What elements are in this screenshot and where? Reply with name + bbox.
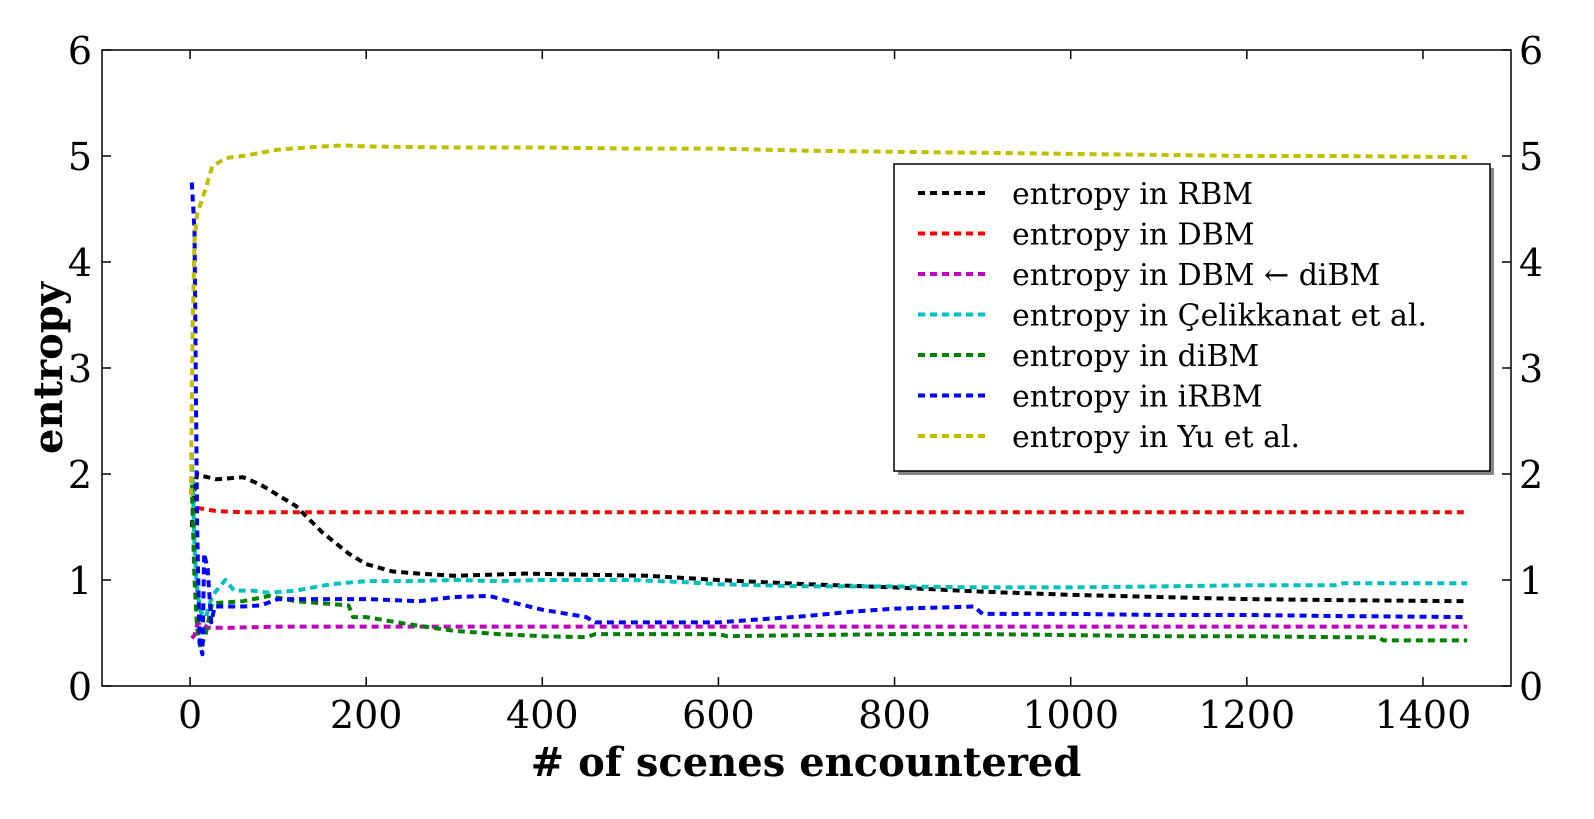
x-tick-label: 1000 xyxy=(1022,693,1119,737)
y-tick-label-right: 5 xyxy=(1519,135,1543,179)
x-tick-label: 400 xyxy=(506,693,579,737)
legend-label-1: entropy in DBM xyxy=(1012,218,1255,253)
legend-label-3: entropy in Çelikkanat et al. xyxy=(1012,299,1427,334)
y-tick-label-right: 3 xyxy=(1519,347,1543,391)
x-tick-label: 0 xyxy=(178,693,202,737)
legend: entropy in RBM entropy in DBM entropy in D… xyxy=(893,163,1494,475)
y-tick-label: 1 xyxy=(68,559,92,603)
legend-entries: entropy in RBM entropy in DBM entropy in D… xyxy=(918,177,1427,455)
y-tick-label: 2 xyxy=(68,453,92,497)
x-tick-label: 600 xyxy=(682,693,755,737)
series-lines xyxy=(188,143,1468,657)
series-line-4 xyxy=(189,484,1467,651)
series-line-0 xyxy=(189,472,1468,604)
y-tick-label-right: 2 xyxy=(1519,453,1543,497)
y-tick-label: 6 xyxy=(68,29,92,73)
legend-label-5: entropy in iRBM xyxy=(1012,380,1263,415)
legend-label-0: entropy in RBM xyxy=(1012,177,1253,212)
y-tick-label: 0 xyxy=(68,665,92,709)
series-line-2 xyxy=(190,620,1467,640)
series-line-3 xyxy=(189,452,1467,620)
x-tick-label: 800 xyxy=(858,693,931,737)
legend-label-6: entropy in Yu et al. xyxy=(1012,420,1300,455)
x-tick-label: 1200 xyxy=(1198,693,1295,737)
x-tick-label: 1400 xyxy=(1375,693,1472,737)
y-tick-label-right: 6 xyxy=(1519,29,1543,73)
legend-label-2: entropy in DBM ← diBM xyxy=(1012,258,1380,293)
y-tick-label-right: 0 xyxy=(1519,665,1543,709)
series-line-6 xyxy=(188,143,1468,496)
y-tick-label-right: 1 xyxy=(1519,559,1543,603)
legend-box xyxy=(893,163,1491,472)
y-tick-label: 3 xyxy=(68,347,92,391)
legend-label-4: entropy in diBM xyxy=(1012,339,1259,374)
axis-ticks: 0 200 400 600 800 1000 1200 1400 0 0 1 1 2 2 3 3 4 4 5 5 6 6 xyxy=(68,29,1543,737)
x-tick-label: 200 xyxy=(330,693,403,737)
x-axis-title: # of scenes encountered xyxy=(531,739,1082,786)
y-axis-title: entropy xyxy=(25,280,72,454)
y-tick-label-right: 4 xyxy=(1519,241,1543,285)
y-tick-label: 5 xyxy=(68,135,92,179)
series-line-1 xyxy=(196,505,1467,515)
y-tick-label: 4 xyxy=(68,241,92,285)
